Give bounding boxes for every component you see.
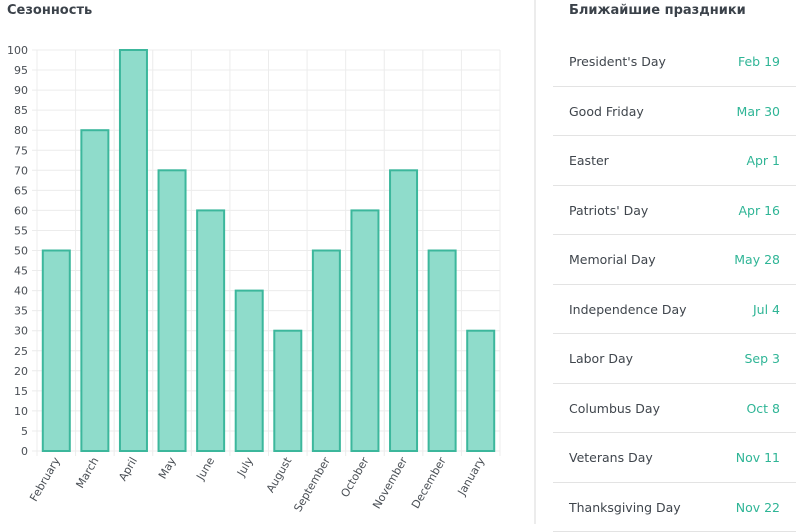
x-tick-label: November xyxy=(370,455,410,511)
y-tick-label: 90 xyxy=(14,84,28,97)
y-tick-label: 15 xyxy=(14,385,28,398)
holiday-name: Labor Day xyxy=(569,351,633,366)
y-tick-label: 100 xyxy=(7,44,28,57)
y-tick-label: 25 xyxy=(14,345,28,358)
holiday-item[interactable]: Patriots' Day Apr 16 xyxy=(553,186,796,236)
holiday-name: Independence Day xyxy=(569,302,687,317)
bar xyxy=(197,210,224,451)
holiday-name: Memorial Day xyxy=(569,252,656,267)
bar xyxy=(43,251,70,452)
x-tick-label: June xyxy=(193,455,217,483)
x-tick-label: May xyxy=(156,455,179,482)
x-tick-label: March xyxy=(73,455,101,491)
holiday-name: Good Friday xyxy=(569,104,644,119)
holiday-list: President's Day Feb 19 Good Friday Mar 3… xyxy=(553,37,796,532)
x-tick-label: January xyxy=(455,455,488,499)
holiday-date: Apr 1 xyxy=(746,153,780,168)
bar xyxy=(236,291,263,451)
holiday-item[interactable]: Easter Apr 1 xyxy=(553,136,796,186)
bar xyxy=(159,170,186,451)
seasonality-title: Сезонность xyxy=(7,3,92,18)
y-tick-label: 35 xyxy=(14,305,28,318)
holiday-name: Patriots' Day xyxy=(569,203,648,218)
y-tick-label: 75 xyxy=(14,144,28,157)
x-tick-label: December xyxy=(409,455,449,511)
holiday-item[interactable]: Labor Day Sep 3 xyxy=(553,334,796,384)
holiday-name: Columbus Day xyxy=(569,401,660,416)
bar xyxy=(467,331,494,451)
holiday-item[interactable]: Good Friday Mar 30 xyxy=(553,87,796,137)
holiday-name: Easter xyxy=(569,153,609,168)
bar xyxy=(120,50,147,451)
y-tick-label: 80 xyxy=(14,124,28,137)
y-tick-label: 95 xyxy=(14,64,28,77)
holiday-item[interactable]: President's Day Feb 19 xyxy=(553,37,796,87)
holiday-date: Jul 4 xyxy=(753,302,780,317)
x-tick-label: April xyxy=(116,455,140,483)
bar xyxy=(390,170,417,451)
bar xyxy=(429,251,456,452)
holiday-item[interactable]: Columbus Day Oct 8 xyxy=(553,384,796,434)
y-tick-label: 85 xyxy=(14,104,28,117)
holiday-name: President's Day xyxy=(569,54,666,69)
holiday-item[interactable]: Thanksgiving Day Nov 22 xyxy=(553,483,796,532)
holiday-item[interactable]: Veterans Day Nov 11 xyxy=(553,433,796,483)
holiday-date: Oct 8 xyxy=(746,401,780,416)
panel-divider xyxy=(534,0,536,524)
x-tick-label: October xyxy=(338,455,372,500)
y-tick-label: 55 xyxy=(14,224,28,237)
y-tick-label: 45 xyxy=(14,265,28,278)
bar xyxy=(313,251,340,452)
x-tick-label: August xyxy=(264,454,295,494)
y-tick-label: 60 xyxy=(14,204,28,217)
holidays-panel: Ближайшие праздники President's Day Feb … xyxy=(553,0,796,524)
holiday-date: Apr 16 xyxy=(738,203,780,218)
holiday-date: Nov 22 xyxy=(736,500,780,515)
seasonality-panel: 0 5 10 15 20 25 30 35 40 45 50 55 60 65 70 75 80 85 90 95 10… xyxy=(0,0,533,524)
y-tick-label: 40 xyxy=(14,285,28,298)
holiday-name: Thanksgiving Day xyxy=(569,500,681,515)
y-tick-label: 10 xyxy=(14,405,28,418)
bar xyxy=(274,331,301,451)
y-tick-label: 65 xyxy=(14,184,28,197)
holiday-name: Veterans Day xyxy=(569,450,653,465)
seasonality-chart: 0 5 10 15 20 25 30 35 40 45 50 55 60 65 70 75 80 85 90 95 10… xyxy=(0,0,533,524)
holiday-date: Sep 3 xyxy=(745,351,781,366)
y-tick-label: 20 xyxy=(14,365,28,378)
holiday-date: May 28 xyxy=(734,252,780,267)
holiday-item[interactable]: Memorial Day May 28 xyxy=(553,235,796,285)
holiday-date: Feb 19 xyxy=(738,54,780,69)
bar xyxy=(351,210,378,451)
x-tick-label: July xyxy=(234,455,256,480)
x-tick-label: February xyxy=(27,455,63,504)
y-tick-label: 30 xyxy=(14,325,28,338)
holiday-item[interactable]: Independence Day Jul 4 xyxy=(553,285,796,335)
holiday-date: Nov 11 xyxy=(736,450,780,465)
x-tick-label: September xyxy=(291,455,333,515)
y-tick-label: 70 xyxy=(14,164,28,177)
y-tick-label: 0 xyxy=(21,445,28,458)
bar xyxy=(81,130,108,451)
holiday-date: Mar 30 xyxy=(737,104,780,119)
y-tick-label: 5 xyxy=(21,425,28,438)
holidays-title: Ближайшие праздники xyxy=(569,3,746,18)
y-tick-label: 50 xyxy=(14,245,28,258)
